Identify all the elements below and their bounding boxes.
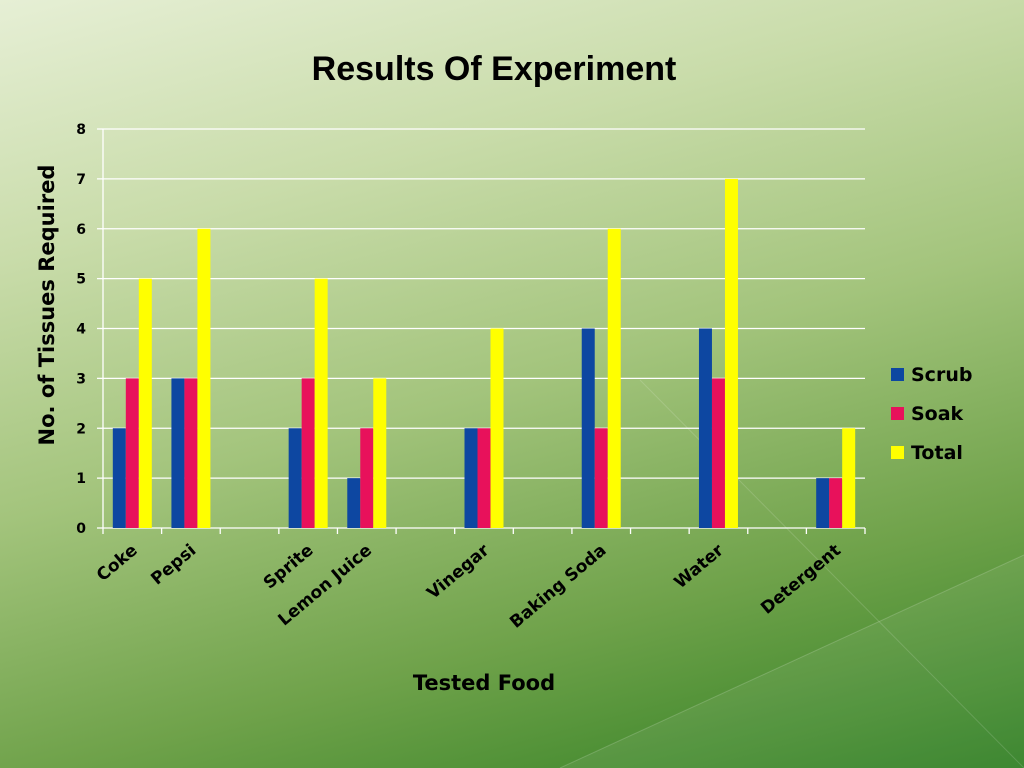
y-tick-label: 6 [76, 222, 86, 238]
bar-soak [711, 378, 725, 528]
y-tick-label: 8 [76, 122, 86, 138]
x-tick-label: Water [671, 540, 728, 593]
bar-scrub [171, 378, 185, 528]
gridlines [103, 128, 865, 479]
bars [112, 178, 856, 528]
legend-swatch-soak [891, 407, 904, 420]
y-tick-label: 7 [76, 172, 86, 188]
bar-scrub [347, 478, 361, 528]
bar-scrub [581, 328, 595, 528]
legend-swatch-total [891, 446, 904, 459]
legend-label-soak: Soak [911, 403, 964, 425]
bar-scrub [816, 478, 830, 528]
x-tick-label: Vinegar [423, 540, 493, 604]
bar-soak [301, 378, 315, 528]
y-axis-title: No. of Tissues Required [35, 165, 59, 446]
legend-label-total: Total [911, 442, 963, 464]
bar-soak [125, 378, 139, 528]
bar-scrub [698, 328, 712, 528]
bar-scrub [464, 428, 478, 528]
x-axis-title: Tested Food [413, 671, 555, 695]
y-tick-label: 2 [76, 421, 86, 437]
legend-swatch-scrub [891, 368, 904, 381]
bar-soak [477, 428, 491, 528]
x-tick-label: Coke [93, 541, 142, 586]
chart-title: Results Of Experiment [312, 50, 677, 88]
y-tick-labels: 0 1 2 3 4 5 6 7 8 [76, 122, 86, 537]
bar-total [607, 228, 621, 528]
bar-total [314, 278, 328, 528]
x-tick-label: Pepsi [147, 541, 200, 590]
bar-scrub [288, 428, 302, 528]
x-tick-label: Detergent [757, 541, 845, 619]
bar-total [138, 278, 152, 528]
bar-soak [360, 428, 374, 528]
bar-total [490, 328, 504, 528]
y-tick-label: 3 [76, 371, 86, 387]
bar-total [842, 428, 856, 528]
y-tick-label: 4 [76, 322, 86, 338]
bar-soak [594, 428, 608, 528]
bar-total [724, 178, 738, 528]
bar-soak [829, 478, 843, 528]
bar-scrub [112, 428, 126, 528]
y-tick-label: 0 [76, 521, 86, 537]
legend: Scrub Soak Total [891, 364, 972, 464]
legend-label-scrub: Scrub [911, 364, 972, 386]
bar-soak [184, 378, 198, 528]
y-tick-label: 5 [76, 272, 86, 288]
bar-total [373, 378, 387, 528]
x-tick-label: Baking Soda [506, 541, 610, 633]
y-tick-label: 1 [76, 471, 86, 487]
bar-total [197, 228, 211, 528]
